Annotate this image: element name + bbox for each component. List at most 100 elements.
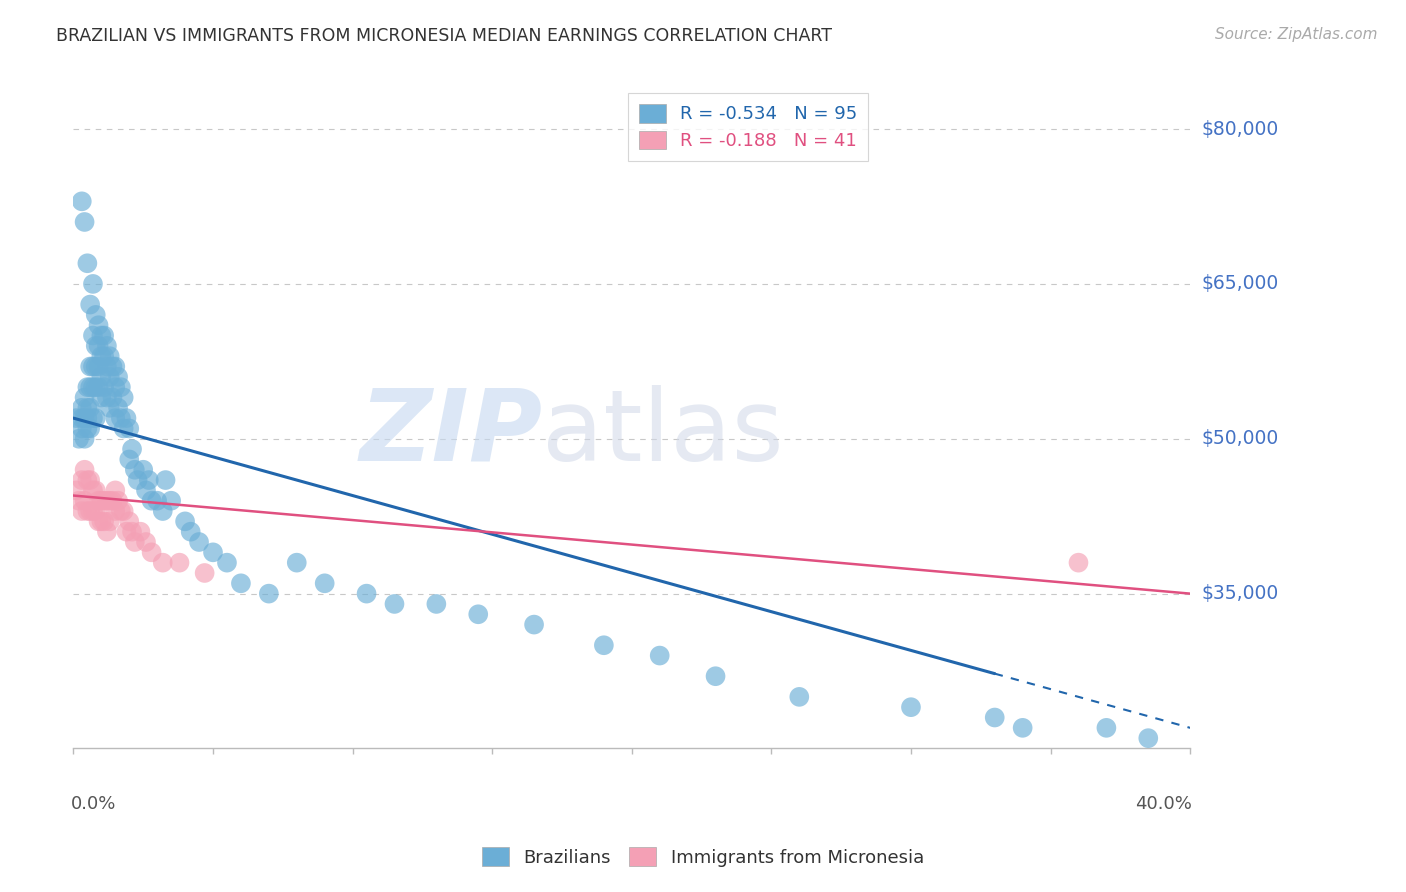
Point [101,359,124,374]
Point [169,556,191,570]
Text: atlas: atlas [543,384,785,482]
Point [82,277,104,291]
Point [84,339,107,353]
Point [141,493,163,508]
Point [127,473,149,487]
Point [87,380,110,394]
Point [79,401,101,415]
Point [70,401,93,415]
Legend: Brazilians, Immigrants from Micronesia: Brazilians, Immigrants from Micronesia [475,840,931,874]
Point [98,369,121,384]
Point [82,328,104,343]
Point [87,339,110,353]
Point [79,380,101,394]
Point [96,493,118,508]
Point [67,432,90,446]
Point [84,483,107,498]
Point [146,493,169,508]
Point [73,411,96,425]
Point [79,297,101,311]
Point [1137,731,1160,746]
Point [93,349,115,363]
Point [467,607,489,622]
Point [1011,721,1033,735]
Point [1095,721,1118,735]
Point [98,493,121,508]
Point [121,442,143,456]
Point [73,432,96,446]
Point [73,463,96,477]
Point [112,421,135,435]
Point [900,700,922,714]
Point [84,308,107,322]
Text: $35,000: $35,000 [1201,584,1278,603]
Point [96,359,118,374]
Point [132,463,155,477]
Point [84,411,107,425]
Point [65,483,87,498]
Point [110,411,132,425]
Point [104,411,127,425]
Point [135,483,157,498]
Point [65,411,87,425]
Point [101,391,124,405]
Point [96,339,118,353]
Point [93,493,115,508]
Point [98,401,121,415]
Point [285,556,308,570]
Point [215,556,238,570]
Point [93,514,115,528]
Point [84,504,107,518]
Point [129,524,152,539]
Point [188,535,211,549]
Point [118,514,141,528]
Point [87,359,110,374]
Point [983,710,1005,724]
Point [160,493,183,508]
Text: 0.0%: 0.0% [72,796,117,814]
Text: $80,000: $80,000 [1201,120,1278,138]
Point [118,452,141,467]
Text: BRAZILIAN VS IMMIGRANTS FROM MICRONESIA MEDIAN EARNINGS CORRELATION CHART: BRAZILIAN VS IMMIGRANTS FROM MICRONESIA … [56,27,832,45]
Point [82,504,104,518]
Point [73,493,96,508]
Point [384,597,406,611]
Point [115,411,138,425]
Point [70,504,93,518]
Point [152,504,174,518]
Point [704,669,727,683]
Point [115,524,138,539]
Point [314,576,336,591]
Point [87,493,110,508]
Point [229,576,252,591]
Point [73,215,96,229]
Point [194,566,217,580]
Text: ZIP: ZIP [360,384,543,482]
Point [138,473,160,487]
Point [67,493,90,508]
Point [648,648,671,663]
Point [90,328,112,343]
Text: $65,000: $65,000 [1201,275,1278,293]
Point [76,421,98,435]
Point [152,556,174,570]
Point [101,493,124,508]
Point [82,380,104,394]
Point [135,535,157,549]
Point [73,391,96,405]
Point [523,617,546,632]
Point [110,504,132,518]
Point [104,380,127,394]
Point [90,514,112,528]
Point [82,411,104,425]
Point [118,421,141,435]
Point [202,545,225,559]
Point [124,463,146,477]
Point [90,349,112,363]
Point [174,514,197,528]
Point [70,473,93,487]
Text: Source: ZipAtlas.com: Source: ZipAtlas.com [1215,27,1378,42]
Point [1067,556,1090,570]
Point [90,493,112,508]
Point [257,586,280,600]
